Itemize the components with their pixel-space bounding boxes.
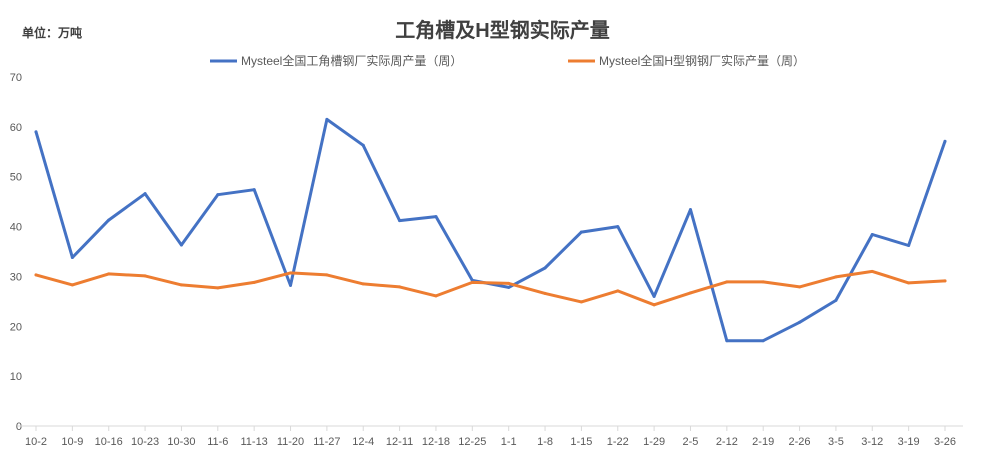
data-point xyxy=(361,143,365,147)
data-point xyxy=(398,219,402,223)
data-point xyxy=(34,130,38,134)
data-point xyxy=(798,285,802,289)
data-point xyxy=(252,280,256,284)
data-point xyxy=(834,298,838,302)
x-tick-label: 1-8 xyxy=(537,436,553,448)
data-point xyxy=(179,243,183,247)
data-point xyxy=(361,282,365,286)
y-tick-label: 70 xyxy=(10,72,22,84)
x-tick-label: 3-12 xyxy=(861,436,883,448)
data-point xyxy=(688,208,692,212)
x-tick-label: 11-13 xyxy=(240,436,267,448)
y-tick-label: 60 xyxy=(10,122,22,134)
x-tick-label: 12-18 xyxy=(422,436,450,448)
y-tick-label: 10 xyxy=(10,371,22,383)
data-point xyxy=(70,283,74,287)
x-tick-label: 11-27 xyxy=(313,436,340,448)
data-point xyxy=(725,339,729,343)
data-point xyxy=(507,281,511,285)
data-point xyxy=(434,215,438,219)
data-point xyxy=(579,230,583,234)
x-tick-label: 12-25 xyxy=(458,436,486,448)
unit-label: 单位：万吨 xyxy=(22,26,83,40)
y-tick-label: 30 xyxy=(10,271,22,283)
x-tick-label: 10-16 xyxy=(95,436,123,448)
x-tick-label: 1-22 xyxy=(607,436,629,448)
x-tick-label: 10-23 xyxy=(131,436,159,448)
series-line-1 xyxy=(34,117,947,343)
data-point xyxy=(325,273,329,277)
x-tick-label: 1-1 xyxy=(501,436,517,448)
data-point xyxy=(507,285,511,289)
x-tick-label: 3-19 xyxy=(898,436,920,448)
x-tick-label: 11-20 xyxy=(277,436,304,448)
x-tick-label: 11-6 xyxy=(207,436,228,448)
x-tick-label: 12-4 xyxy=(352,436,374,448)
x-tick-label: 10-9 xyxy=(61,436,83,448)
y-tick-label: 0 xyxy=(16,421,22,433)
data-point xyxy=(70,255,74,259)
x-tick-label: 2-19 xyxy=(752,436,774,448)
data-point xyxy=(579,300,583,304)
data-point xyxy=(907,281,911,285)
data-point xyxy=(252,188,256,192)
x-tick-label: 2-12 xyxy=(716,436,738,448)
data-point xyxy=(943,139,947,143)
x-tick-label: 3-5 xyxy=(828,436,844,448)
x-tick-label: 2-5 xyxy=(683,436,699,448)
chart-title: 工角槽及H型钢实际产量 xyxy=(395,20,610,42)
data-point xyxy=(688,291,692,295)
data-point xyxy=(34,273,38,277)
legend-label: Mysteel全国工角槽钢厂实际周产量（周） xyxy=(241,53,462,68)
series-lines xyxy=(34,117,947,343)
data-point xyxy=(798,320,802,324)
data-point xyxy=(943,279,947,283)
x-tick-label: 1-15 xyxy=(570,436,592,448)
x-tick-label: 2-26 xyxy=(789,436,811,448)
data-point xyxy=(761,339,765,343)
x-tick-label: 10-30 xyxy=(167,436,195,448)
y-tick-label: 20 xyxy=(10,321,22,333)
data-point xyxy=(216,193,220,197)
x-tick-label: 3-26 xyxy=(934,436,956,448)
data-point xyxy=(179,283,183,287)
x-tick-label: 10-2 xyxy=(25,436,47,448)
data-point xyxy=(907,244,911,248)
x-tick-label: 12-11 xyxy=(386,436,413,448)
x-axis: 10-2 10-9 10-16 10-23 10-30 11-6 11-13 11-20 11-… xyxy=(18,425,963,448)
x-tick-label: 1-29 xyxy=(643,436,665,448)
data-point xyxy=(289,271,293,275)
data-point xyxy=(870,233,874,237)
y-tick-label: 40 xyxy=(10,222,22,234)
data-point xyxy=(289,283,293,287)
data-point xyxy=(434,294,438,298)
data-point xyxy=(616,289,620,293)
data-point xyxy=(107,218,111,222)
legend: Mysteel全国工角槽钢厂实际周产量（周） Mysteel全国H型钢钢厂实际产量… xyxy=(210,53,805,68)
data-point xyxy=(107,272,111,276)
data-point xyxy=(216,286,220,290)
data-point xyxy=(398,285,402,289)
series-line-2 xyxy=(34,269,947,307)
data-point xyxy=(870,269,874,273)
data-point xyxy=(143,192,147,196)
data-point xyxy=(652,303,656,307)
data-point xyxy=(470,280,474,284)
data-point xyxy=(143,274,147,278)
data-point xyxy=(325,117,329,121)
data-point xyxy=(834,275,838,279)
y-axis-ticks: 0 10 20 30 40 50 60 70 xyxy=(10,72,22,433)
data-point xyxy=(761,280,765,284)
data-point xyxy=(616,225,620,229)
legend-label: Mysteel全国H型钢钢厂实际产量（周） xyxy=(599,53,805,68)
data-point xyxy=(725,280,729,284)
data-point xyxy=(543,291,547,295)
y-tick-label: 50 xyxy=(10,172,22,184)
data-point xyxy=(543,266,547,270)
data-point xyxy=(652,294,656,298)
